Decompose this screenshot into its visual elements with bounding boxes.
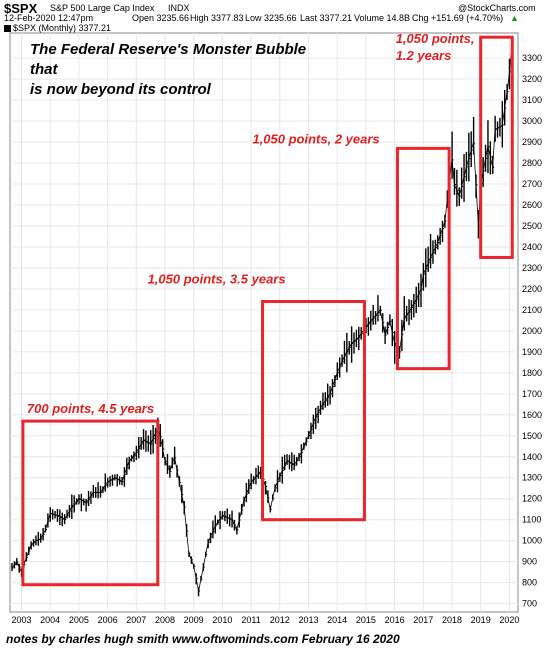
annotation-box xyxy=(479,35,514,259)
x-tick-label: 2005 xyxy=(69,615,89,625)
x-tick-label: 2007 xyxy=(126,615,146,625)
y-tick-label: 2700 xyxy=(522,179,542,189)
x-tick-label: 2010 xyxy=(212,615,232,625)
x-tick-label: 2018 xyxy=(442,615,462,625)
x-tick-label: 2019 xyxy=(471,615,491,625)
y-tick-label: 2000 xyxy=(522,326,542,336)
y-tick-label: 1700 xyxy=(522,389,542,399)
y-tick-label: 3100 xyxy=(522,95,542,105)
index-name: S&P 500 Large Cap Index xyxy=(50,3,155,13)
y-tick-label: 1800 xyxy=(522,368,542,378)
y-tick-label: 700 xyxy=(522,599,537,609)
y-tick-label: 2200 xyxy=(522,284,542,294)
timestamp: 12-Feb-2020 12:47pm xyxy=(4,13,94,23)
y-tick-label: 3300 xyxy=(522,53,542,63)
x-tick-label: 2003 xyxy=(11,615,31,625)
x-tick-label: 2012 xyxy=(270,615,290,625)
y-tick-label: 2100 xyxy=(522,305,542,315)
annotation-label: 1,050 points, 2 years xyxy=(252,131,379,146)
y-tick-label: 3200 xyxy=(522,74,542,84)
y-tick-label: 1400 xyxy=(522,452,542,462)
y-tick-label: 2500 xyxy=(522,221,542,231)
y-tick-label: 1100 xyxy=(522,515,541,525)
y-tick-label: 2900 xyxy=(522,137,542,147)
y-tick-label: 2800 xyxy=(522,158,542,168)
y-tick-label: 800 xyxy=(522,578,537,588)
x-tick-label: 2020 xyxy=(499,615,519,625)
legend-swatch-icon xyxy=(4,25,11,33)
watermark: @StockCharts.com xyxy=(458,3,536,13)
chart-header: $SPX S&P 500 Large Cap Index INDX @Stock… xyxy=(0,0,550,32)
annotation-label: 700 points, 4.5 years xyxy=(27,401,154,416)
y-tick-label: 1600 xyxy=(522,410,542,420)
y-tick-label: 2400 xyxy=(522,242,542,252)
y-tick-label: 1200 xyxy=(522,494,542,504)
y-tick-label: 900 xyxy=(522,557,537,567)
change-value: Chg +151.69 (+4.70%) xyxy=(412,13,504,23)
headline-line-1: The Federal Reserve's Monster Bubble tha… xyxy=(30,41,307,78)
annotation-label: 1,050 points, 3.5 years xyxy=(148,272,286,287)
annotation-box xyxy=(21,419,160,587)
x-tick-label: 2016 xyxy=(385,615,405,625)
x-tick-label: 2011 xyxy=(241,615,260,625)
y-tick-label: 3000 xyxy=(522,116,542,126)
series-label: $SPX (Monthly) 3377.21 xyxy=(4,23,111,33)
series-label-text: $SPX (Monthly) 3377.21 xyxy=(13,23,112,33)
ticker-symbol: $SPX xyxy=(4,1,38,16)
x-tick-label: 2008 xyxy=(155,615,175,625)
headline-line-2: is now beyond its control xyxy=(30,81,211,98)
x-tick-label: 2015 xyxy=(356,615,376,625)
footer-note: notes by charles hugh smith www.oftwomin… xyxy=(6,632,400,646)
annotation-label-line2: 1.2 years xyxy=(396,48,452,63)
up-arrow-icon: ▲ xyxy=(510,13,519,23)
y-tick-label: 1300 xyxy=(522,473,542,483)
open-value: Open 3235.66 xyxy=(132,13,190,23)
y-tick-label: 2600 xyxy=(522,200,542,210)
x-tick-label: 2004 xyxy=(40,615,60,625)
high-value: High 3377.83 xyxy=(190,13,244,23)
x-tick-label: 2006 xyxy=(98,615,118,625)
y-tick-label: 1000 xyxy=(522,536,542,546)
y-tick-label: 2300 xyxy=(522,263,542,273)
x-tick-label: 2017 xyxy=(413,615,433,625)
y-tick-label: 1900 xyxy=(522,347,542,357)
x-tick-label: 2009 xyxy=(184,615,204,625)
exchange-label: INDX xyxy=(168,3,190,13)
y-tick-label: 1500 xyxy=(522,431,542,441)
x-tick-label: 2014 xyxy=(327,615,347,625)
chart-headline: The Federal Reserve's Monster Bubble tha… xyxy=(30,40,330,100)
annotation-label: 1,050 points, xyxy=(396,31,475,46)
x-tick-label: 2013 xyxy=(298,615,318,625)
annotation-box xyxy=(395,146,451,371)
annotation-box xyxy=(261,300,366,522)
last-value: Last 3377.21 xyxy=(300,13,353,23)
low-value: Low 3235.66 xyxy=(245,13,297,23)
price-series-line xyxy=(11,41,513,592)
volume-value: Volume 14.8B xyxy=(354,13,411,23)
